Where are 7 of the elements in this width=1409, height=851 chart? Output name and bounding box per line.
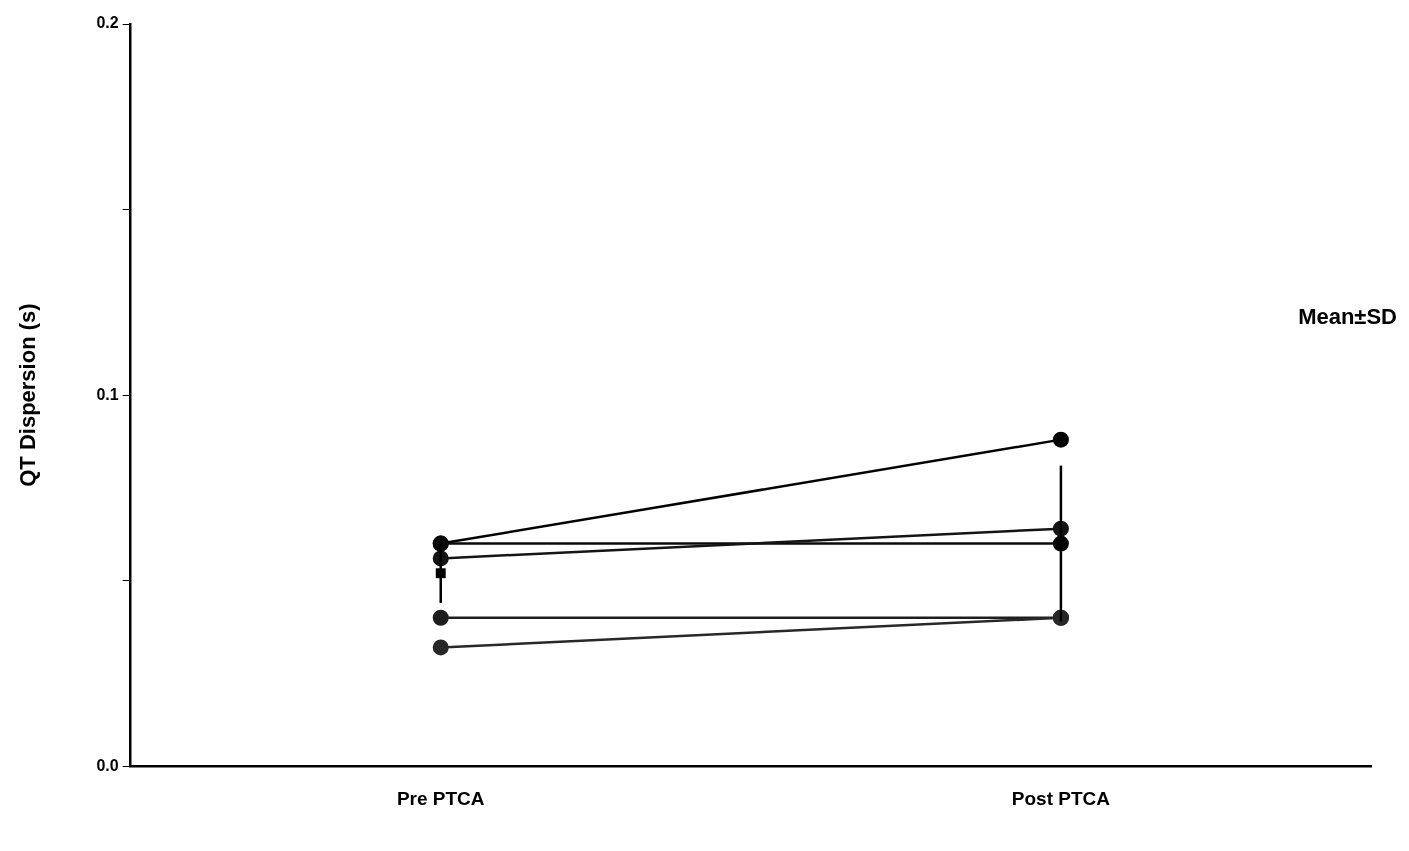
- x-tick-label: Pre PTCA: [396, 787, 485, 809]
- y-tick-label: 0.2: [96, 14, 119, 32]
- annotation: Mean±SD: [1298, 304, 1397, 329]
- y-axis-title: QT Dispersion (s): [15, 303, 41, 487]
- x-tick-label: Post PTCA: [1011, 787, 1111, 809]
- y-tick-label: 0.1: [96, 385, 119, 403]
- y-tick-label: 0.0: [96, 756, 119, 774]
